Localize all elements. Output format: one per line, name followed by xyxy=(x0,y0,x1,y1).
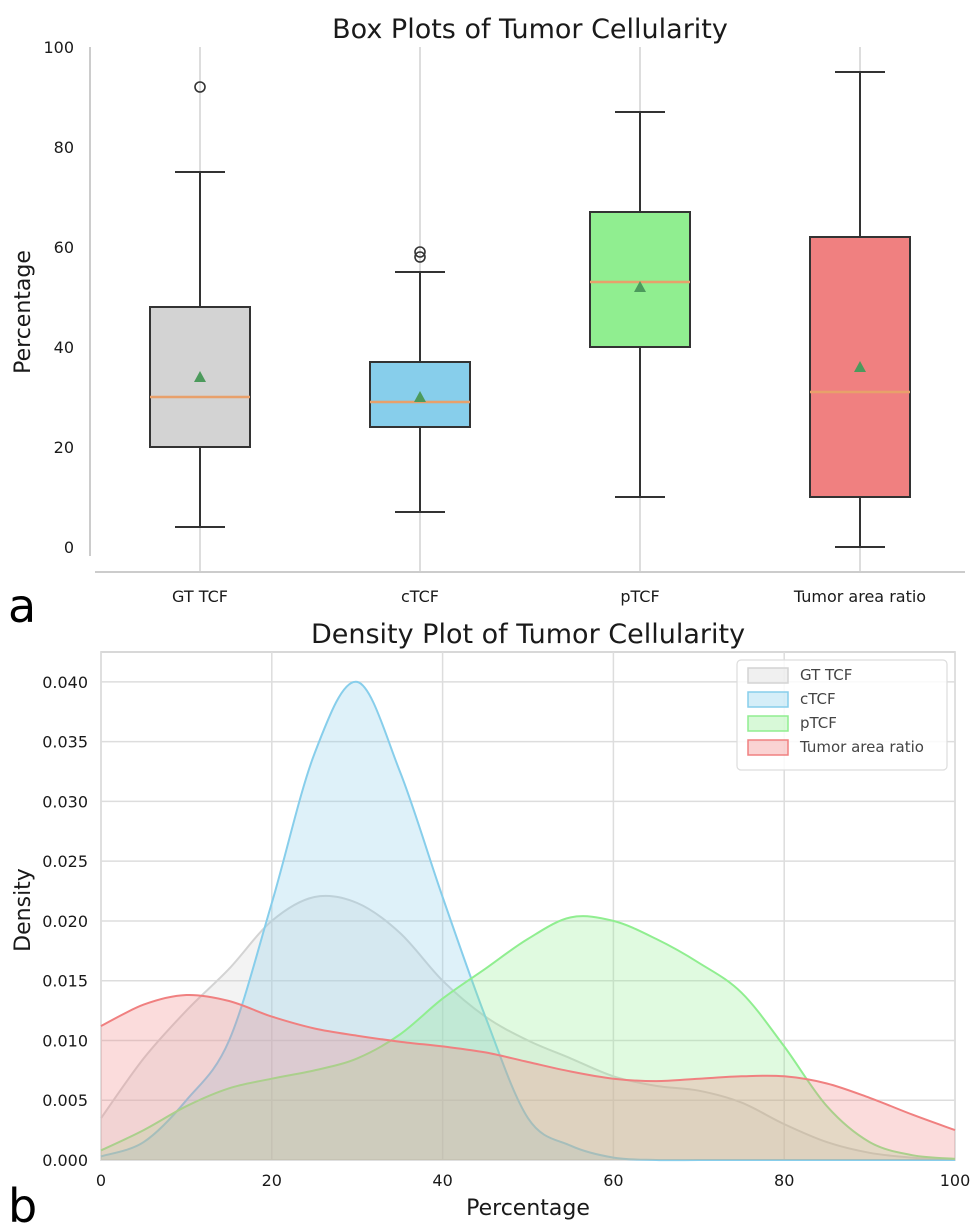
box-y-tick-label: 60 xyxy=(54,238,74,257)
density-x-tick-label: 0 xyxy=(96,1171,106,1190)
box-plot-gridlines xyxy=(199,47,861,572)
box-plot-title: Box Plots of Tumor Cellularity xyxy=(332,14,728,45)
box-group-ptcf xyxy=(589,111,691,498)
box-plot-x-ticks: GT TCF cTCF pTCF Tumor area ratio xyxy=(172,587,926,606)
density-area-ctcf xyxy=(101,681,955,1161)
box-x-tick-label-tumor-area-ratio: Tumor area ratio xyxy=(793,587,926,606)
box-mean-marker-gt-tcf xyxy=(194,371,206,382)
box-y-tick-label: 0 xyxy=(64,538,74,557)
panel-label-b: b xyxy=(8,1179,37,1223)
density-plot-title: Density Plot of Tumor Cellularity xyxy=(311,619,745,650)
legend-label-gt-tcf: GT TCF xyxy=(800,666,852,684)
density-plot-x-axis-label: Percentage xyxy=(466,1196,590,1221)
box-outlier-ctcf xyxy=(414,251,426,263)
panel-label-a: a xyxy=(8,579,36,633)
legend-swatch-ptcf xyxy=(747,715,789,732)
box-plot-axes xyxy=(89,47,965,573)
box-x-tick-label-ctcf: cTCF xyxy=(401,587,439,606)
density-line-ptcf xyxy=(100,915,956,1160)
legend-swatch-gt-tcf xyxy=(747,667,789,684)
box-mean-marker-ctcf xyxy=(414,391,426,402)
density-x-tick-label: 80 xyxy=(774,1171,794,1190)
density-y-tick-label: 0.025 xyxy=(42,852,88,871)
legend-frame xyxy=(736,659,948,771)
density-area-ptcf xyxy=(101,916,955,1160)
density-line-gt-tcf xyxy=(100,894,956,1161)
density-plot-x-ticks: 0 20 40 60 80 100 xyxy=(96,1171,970,1190)
density-line-tumor-area-ratio xyxy=(100,993,956,1132)
density-x-tick-label: 20 xyxy=(262,1171,282,1190)
density-x-tick-label: 100 xyxy=(940,1171,970,1190)
box-group-ctcf xyxy=(369,246,471,513)
legend-swatch-tumor-area-ratio xyxy=(747,739,789,756)
density-plot-legend: GT TCF cTCF pTCF Tumor area ratio xyxy=(736,659,948,771)
density-line-ctcf xyxy=(100,680,955,1162)
density-y-tick-label: 0.030 xyxy=(42,792,88,811)
box-plot-y-axis-label: Percentage xyxy=(11,250,36,374)
box-mean-marker-tumor-area-ratio xyxy=(854,361,866,372)
density-y-tick-label: 0.035 xyxy=(42,733,88,752)
density-y-tick-label: 0.020 xyxy=(42,912,88,931)
density-plot-panel: Density Plot of Tumor Cellularity Densit… xyxy=(8,619,970,1223)
density-plot-areas xyxy=(100,680,956,1162)
density-y-tick-label: 0.000 xyxy=(42,1151,88,1170)
density-plot-y-axis-label: Density xyxy=(11,868,36,952)
legend-swatch-ctcf xyxy=(747,691,789,708)
legend-label-ctcf: cTCF xyxy=(800,690,836,708)
density-y-tick-label: 0.015 xyxy=(42,972,88,991)
box-outlier-ctcf xyxy=(414,246,426,258)
legend-label-tumor-area-ratio: Tumor area ratio xyxy=(799,738,924,756)
box-group-gt-tcf xyxy=(149,81,251,528)
density-area-tumor-area-ratio xyxy=(101,994,955,1160)
box-x-tick-label-gt-tcf: GT TCF xyxy=(172,587,228,606)
box-y-tick-label: 40 xyxy=(54,338,74,357)
density-x-tick-label: 40 xyxy=(432,1171,452,1190)
box-plot-panel: Box Plots of Tumor Cellularity Percentag… xyxy=(8,14,965,633)
density-plot-y-ticks: 0.000 0.005 0.010 0.015 0.020 0.025 0.030 0.035… xyxy=(42,673,88,1170)
box-body-ptcf xyxy=(589,211,691,348)
density-area-gt-tcf xyxy=(101,895,955,1160)
box-group-tumor-area-ratio xyxy=(809,71,911,548)
density-y-tick-label: 0.005 xyxy=(42,1091,88,1110)
box-y-tick-label: 100 xyxy=(43,38,74,57)
box-plot-marks xyxy=(149,71,911,548)
density-y-tick-label: 0.040 xyxy=(42,673,88,692)
density-y-tick-label: 0.010 xyxy=(42,1031,88,1050)
box-y-tick-label: 20 xyxy=(54,438,74,457)
box-y-tick-label: 80 xyxy=(54,138,74,157)
legend-label-ptcf: pTCF xyxy=(800,714,837,732)
box-x-tick-label-ptcf: pTCF xyxy=(620,587,659,606)
box-mean-marker-ptcf xyxy=(634,281,646,292)
density-x-tick-label: 60 xyxy=(603,1171,623,1190)
box-outlier-gt-tcf xyxy=(194,81,206,93)
box-plot-y-ticks: 0 20 40 60 80 100 xyxy=(43,38,74,557)
